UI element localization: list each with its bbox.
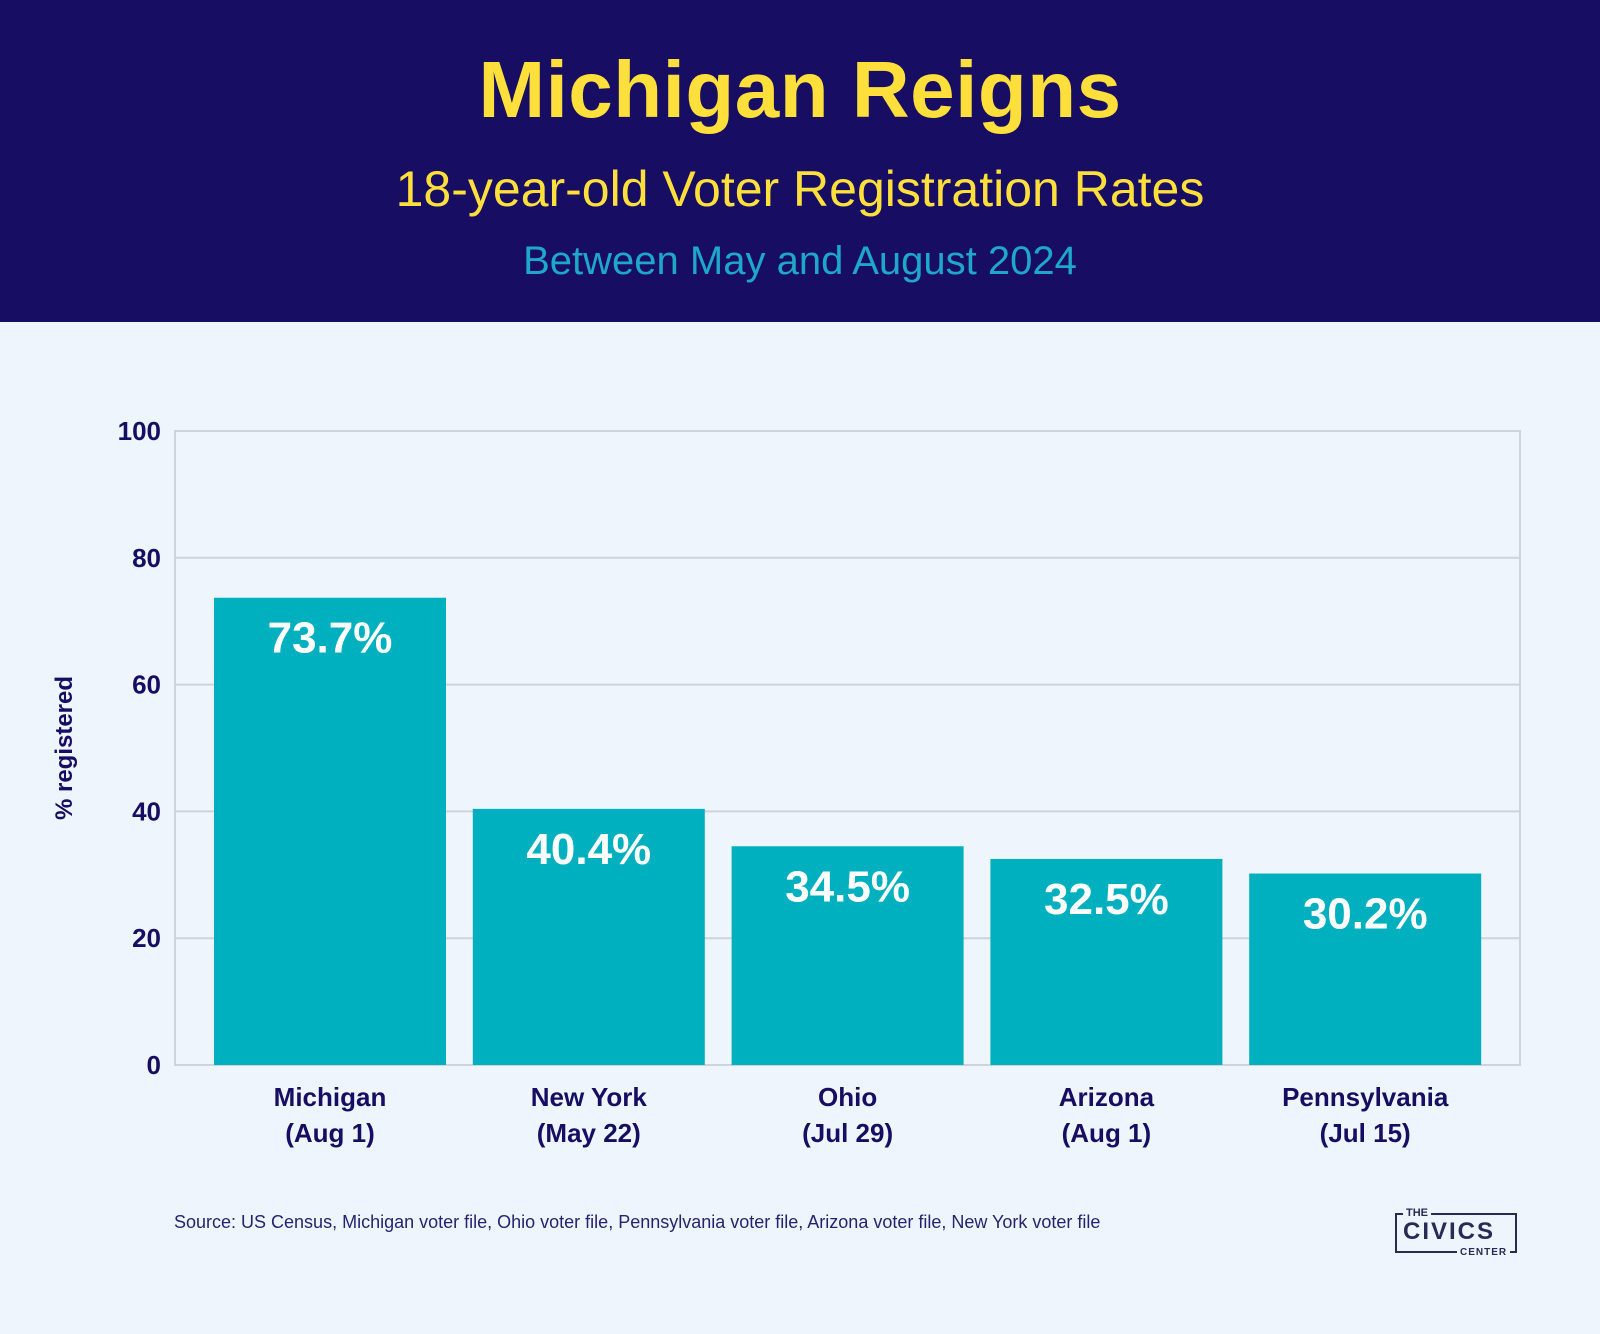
y-tick-label: 0 <box>147 1050 161 1080</box>
header-banner: Michigan Reigns 18-year-old Voter Regist… <box>0 0 1600 322</box>
x-tick-label: Ohio <box>818 1082 877 1112</box>
bar <box>214 597 446 1065</box>
y-tick-label: 20 <box>132 923 161 953</box>
y-tick-label: 80 <box>132 543 161 573</box>
bar <box>472 808 705 1065</box>
bar <box>731 846 964 1065</box>
bar-value-label: 40.4% <box>526 825 651 874</box>
x-tick-date: (Aug 1) <box>1062 1118 1152 1148</box>
y-tick-label: 100 <box>118 416 161 446</box>
y-axis-label: % registered <box>51 676 78 820</box>
x-tick-label: Michigan <box>274 1082 387 1112</box>
y-tick-label: 60 <box>132 670 161 700</box>
chart-title: Michigan Reigns <box>478 45 1122 134</box>
x-tick-date: (Jul 15) <box>1320 1118 1411 1148</box>
bar-value-label: 30.2% <box>1303 890 1428 939</box>
bar-value-label: 73.7% <box>268 614 393 663</box>
logo-the: THE <box>1403 1207 1431 1219</box>
x-tick-date: (May 22) <box>537 1118 641 1148</box>
bar <box>990 858 1223 1065</box>
logo-frame <box>1395 1213 1517 1253</box>
x-tick-date: (Aug 1) <box>285 1118 375 1148</box>
bar-value-label: 32.5% <box>1044 875 1169 924</box>
logo-civics: CIVICS <box>1403 1218 1496 1245</box>
bar-value-label: 34.5% <box>785 862 910 911</box>
source-note: Source: US Census, Michigan voter file, … <box>174 1212 1101 1232</box>
civics-center-logo: THE CIVICS CENTER <box>1395 1207 1521 1258</box>
y-tick-label: 40 <box>132 796 161 826</box>
chart-subtitle: 18-year-old Voter Registration Rates <box>395 161 1205 217</box>
x-tick-label: Arizona <box>1059 1082 1155 1112</box>
x-tick-label: New York <box>531 1082 648 1112</box>
x-tick-label: Pennsylvania <box>1282 1082 1449 1112</box>
logo-center: CENTER <box>1457 1247 1511 1258</box>
chart-period: Between May and August 2024 <box>523 239 1077 283</box>
bar <box>1249 873 1482 1065</box>
x-tick-date: (Jul 29) <box>802 1118 893 1148</box>
